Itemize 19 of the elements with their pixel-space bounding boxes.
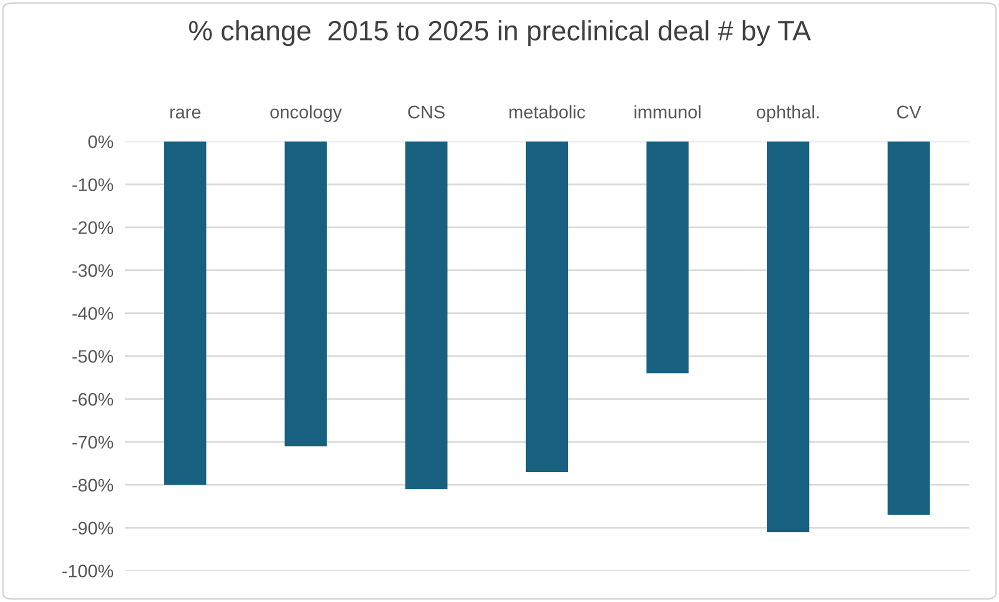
x-tick-label: CNS xyxy=(408,106,445,118)
x-tick-label: immunol xyxy=(634,105,700,118)
y-tick-label: -60% xyxy=(72,392,114,406)
y-tick-label: -10% xyxy=(72,178,114,192)
x-tick-label: metabolic xyxy=(510,105,586,118)
y-tick-label: -100% xyxy=(62,564,114,578)
y-tick-label: -50% xyxy=(72,350,114,363)
x-tick-label: oncology xyxy=(270,105,342,122)
chart-title: % change 2015 to 2025 in preclinical deal # by TA xyxy=(189,20,811,46)
y-tick-label: -40% xyxy=(72,307,114,320)
y-tick-label: 0% xyxy=(88,135,114,148)
x-tick-label: ophthal. xyxy=(756,105,819,122)
y-tick-label: -90% xyxy=(72,522,114,534)
y-tick-label: -70% xyxy=(72,436,114,449)
y-tick-label: -30% xyxy=(72,264,114,277)
y-tick-label: -20% xyxy=(72,221,114,234)
y-tick-label: -80% xyxy=(72,478,114,492)
x-tick-label: rare xyxy=(170,108,200,118)
x-tick-label: CV xyxy=(897,106,922,118)
